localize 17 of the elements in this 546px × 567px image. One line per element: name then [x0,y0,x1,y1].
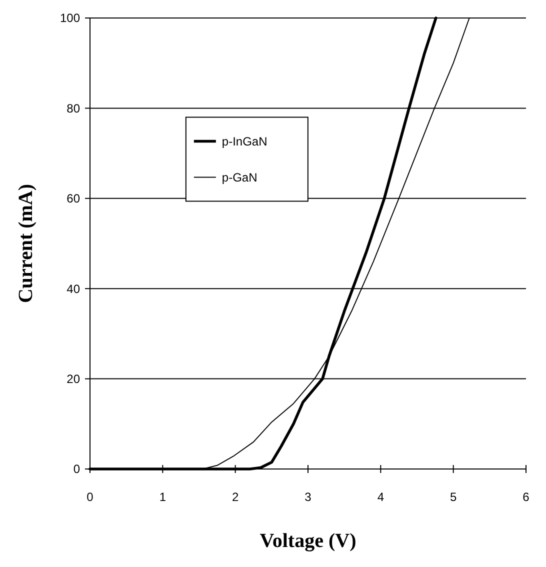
y-tick-label: 80 [66,101,80,116]
x-tick-label: 5 [450,490,457,504]
x-tick-label: 0 [86,490,94,504]
x-tick-label: 2 [232,490,239,504]
x-axis-title: Voltage (V) [260,530,356,552]
y-tick-label: 0 [73,462,80,476]
y-tick-label: 60 [66,192,80,206]
x-tick-label: 3 [304,490,312,504]
y-axis-title: Current (mA) [15,184,37,304]
legend-label: p-InGaN [222,134,268,148]
y-tick-label: 40 [66,282,80,296]
x-tick-label: 4 [377,490,384,504]
legend-label: p-GaN [222,170,258,184]
y-tick-label: 100 [60,11,80,26]
x-tick-label: 6 [522,490,530,504]
y-tick-label: 20 [66,372,80,386]
x-tick-label: 1 [159,490,166,504]
